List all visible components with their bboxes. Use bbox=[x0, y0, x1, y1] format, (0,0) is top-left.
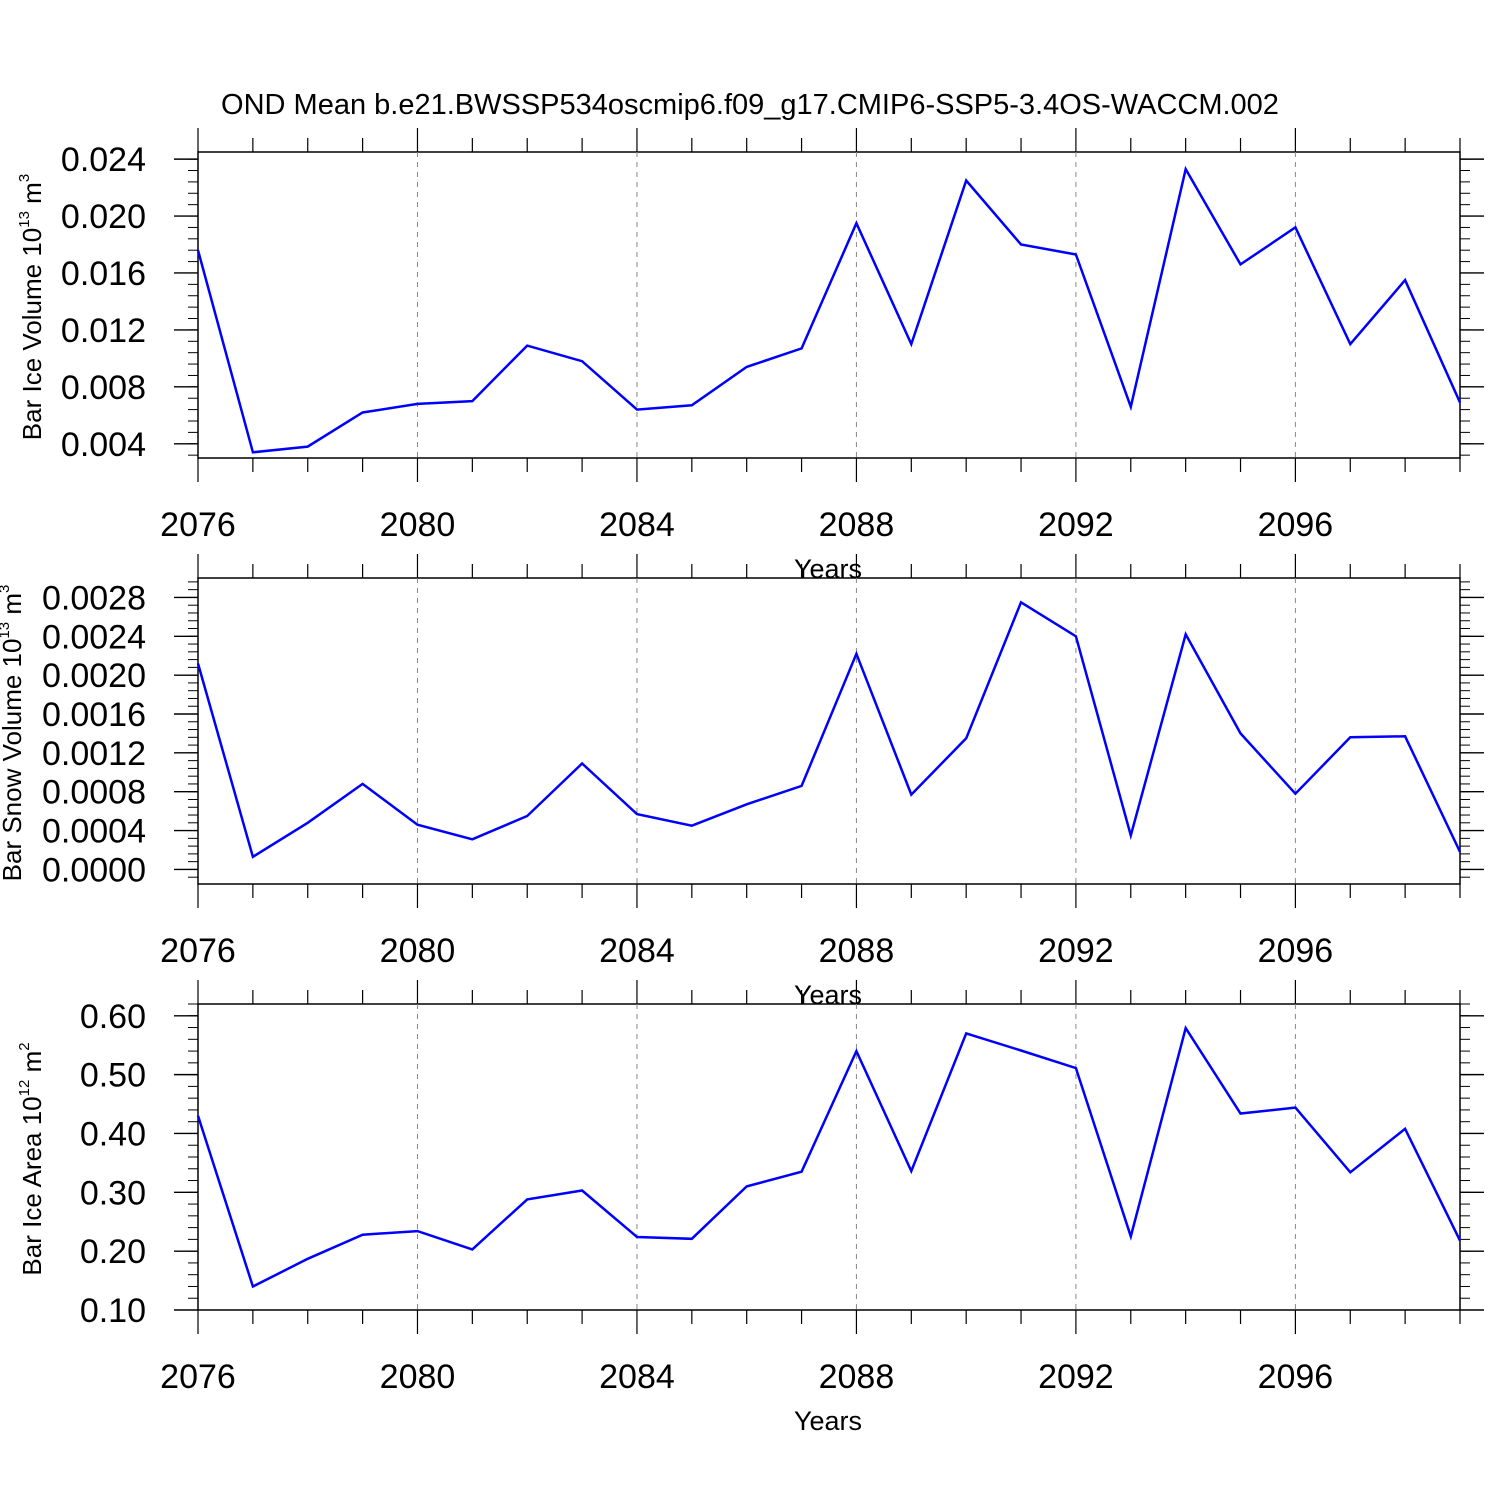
x-tick-label: 2080 bbox=[380, 1358, 456, 1396]
plot-frame bbox=[197, 151, 1461, 459]
y-axis-title-unit: m bbox=[17, 182, 47, 211]
x-tick-label: 2096 bbox=[1258, 932, 1334, 970]
x-tick-label: 2080 bbox=[380, 506, 456, 544]
y-axis-title-text: Bar Ice Volume 10 bbox=[17, 228, 47, 440]
y-axis-title-unit-exponent: 3 bbox=[0, 585, 13, 593]
x-tick-label: 2076 bbox=[160, 506, 236, 544]
y-axis-title-text: Bar Snow Volume 10 bbox=[0, 639, 27, 882]
series-line-bar-ice-area bbox=[196, 1025, 1462, 1289]
y-axis-title-text: Bar Ice Area 10 bbox=[17, 1096, 47, 1275]
x-tick-label: 2080 bbox=[380, 932, 456, 970]
y-tick-label: 0.0028 bbox=[42, 579, 146, 617]
y-tick-label: 0.40 bbox=[80, 1115, 146, 1153]
y-tick-label: 0.20 bbox=[80, 1233, 146, 1271]
x-tick-label: 2088 bbox=[819, 506, 895, 544]
x-tick-label: 2076 bbox=[160, 932, 236, 970]
y-axis-title: Bar Ice Volume 1013 m3 bbox=[16, 174, 47, 440]
x-tick-label: 2084 bbox=[599, 506, 675, 544]
y-axis-title-unit-exponent: 2 bbox=[16, 1042, 33, 1050]
x-axis-title: Years bbox=[794, 980, 862, 1010]
x-axis-title: Years bbox=[794, 1406, 862, 1436]
y-axis-title-unit: m bbox=[0, 593, 27, 622]
panel-2: 2076 2080 2084 2088 2092 2096Years0.00000.000… bbox=[0, 554, 1484, 1010]
series-line-bar-snow-volume bbox=[196, 600, 1462, 859]
y-tick-label: 0.004 bbox=[61, 426, 146, 464]
y-axis-title-unit: m bbox=[17, 1051, 47, 1080]
y-tick-label: 0.0004 bbox=[42, 813, 146, 851]
y-tick-label: 0.0024 bbox=[42, 618, 146, 656]
x-tick-label: 2088 bbox=[819, 932, 895, 970]
x-tick-label: 2096 bbox=[1258, 506, 1334, 544]
panel-3: 2076 2080 2084 2088 2092 2096 Years 0.10 0.20 0.3… bbox=[16, 980, 1484, 1436]
x-tick-label: 2084 bbox=[599, 1358, 675, 1396]
y-axis-title: Bar Ice Area 1012 m2 bbox=[16, 1042, 47, 1275]
y-tick-label: 0.0016 bbox=[42, 696, 146, 734]
x-tick-label: 2092 bbox=[1038, 1358, 1114, 1396]
x-axis-title: Years bbox=[794, 554, 862, 584]
y-tick-label: 0.30 bbox=[80, 1174, 146, 1212]
y-tick-label: 0.024 bbox=[61, 141, 146, 179]
x-tick-label: 2088 bbox=[819, 1358, 895, 1396]
y-tick-label: 0.50 bbox=[80, 1057, 146, 1095]
panels: 2076 2080 2084 2088 2092 2096 Years 0.004 0.008 0… bbox=[0, 128, 1484, 1436]
panel-1: 2076 2080 2084 2088 2092 2096 Years 0.004 0.008 0… bbox=[16, 128, 1484, 584]
y-tick-label: 0.008 bbox=[61, 369, 146, 407]
x-tick-label: 2096 bbox=[1258, 1358, 1334, 1396]
x-tick-label: 2092 bbox=[1038, 506, 1114, 544]
plot-frame bbox=[197, 1003, 1461, 1311]
y-tick-label: 0.012 bbox=[61, 312, 146, 350]
series-line-bar-ice-volume bbox=[196, 165, 1462, 454]
y-tick-label: 0.0020 bbox=[42, 657, 146, 695]
y-axis-title: Bar Snow Volume 1013 m3 bbox=[0, 585, 27, 882]
y-tick-label: 0.016 bbox=[61, 255, 146, 293]
y-axis-title-exponent: 12 bbox=[16, 1080, 33, 1097]
plot-frame bbox=[197, 577, 1461, 885]
y-axis-title-unit-exponent: 3 bbox=[16, 174, 33, 182]
y-tick-label: 0.0008 bbox=[42, 774, 146, 812]
y-axis-title-exponent: 13 bbox=[16, 211, 33, 228]
x-tick-label: 2076 bbox=[160, 1358, 236, 1396]
chart-title: OND Mean b.e21.BWSSP534oscmip6.f09_g17.C… bbox=[221, 89, 1279, 121]
x-tick-label: 2084 bbox=[599, 932, 675, 970]
x-tick-label: 2092 bbox=[1038, 932, 1114, 970]
y-tick-label: 0.0000 bbox=[42, 851, 146, 889]
y-tick-label: 0.60 bbox=[80, 998, 146, 1036]
y-tick-label: 0.020 bbox=[61, 198, 146, 236]
y-axis-title-exponent: 13 bbox=[0, 622, 13, 639]
y-tick-label: 0.10 bbox=[80, 1292, 146, 1330]
y-tick-label: 0.0012 bbox=[42, 735, 146, 773]
